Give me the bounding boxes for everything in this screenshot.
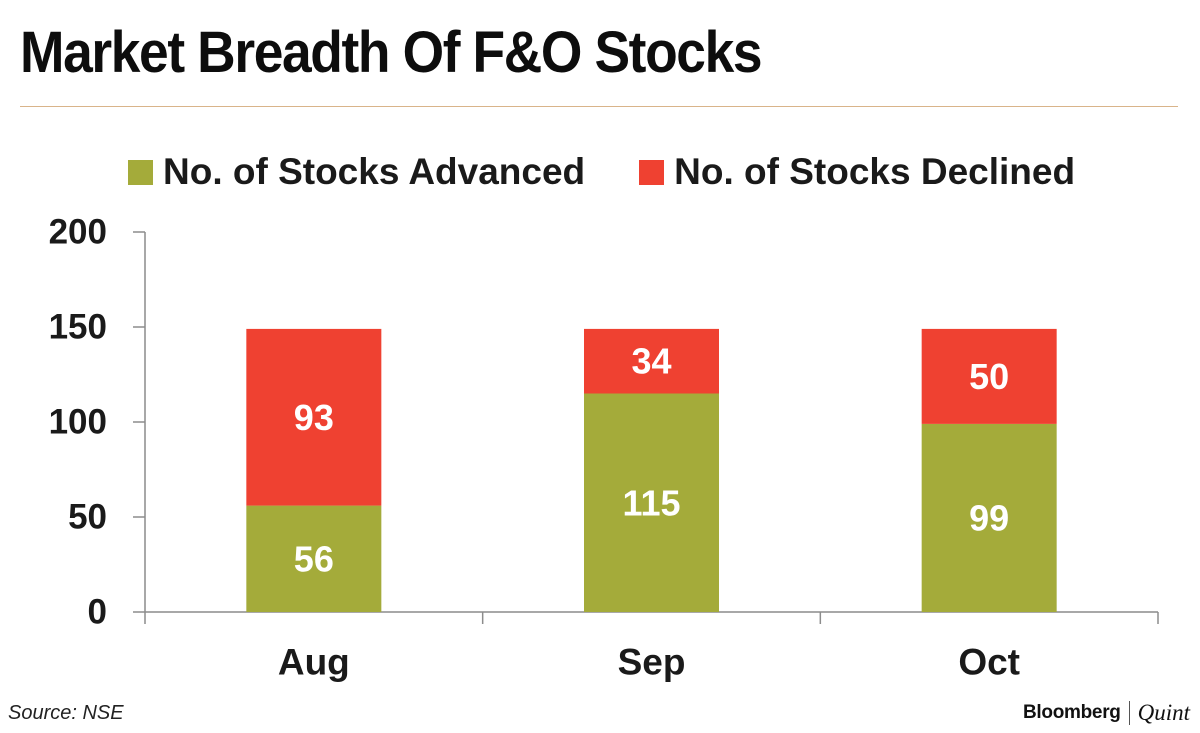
- data-label-advanced-oct: 99: [969, 497, 1009, 538]
- bar-declined-oct: [921, 328, 1057, 424]
- bar-declined-sep: [584, 328, 719, 394]
- chart-title: Market Breadth Of F&O Stocks: [20, 20, 763, 85]
- brand-bloomberg: Bloomberg: [1023, 702, 1121, 723]
- title-divider: [20, 106, 1178, 107]
- x-tick-label-sep: Sep: [618, 642, 686, 683]
- bar-advanced-aug: [246, 505, 382, 612]
- brand-logo: Bloomberg Quint: [1023, 700, 1190, 726]
- x-tick-label-oct: Oct: [958, 642, 1020, 683]
- source-note: Source: NSE: [8, 702, 124, 724]
- brand-quint: Quint: [1137, 700, 1190, 725]
- y-tick-label: 50: [68, 498, 107, 537]
- brand-separator: [1128, 701, 1130, 725]
- bar-advanced-sep: [584, 393, 719, 612]
- legend-label-declined: No. of Stocks Declined: [674, 151, 1076, 192]
- legend-swatch-advanced: [128, 159, 153, 185]
- legend-swatch-declined: [639, 159, 665, 185]
- legend: No. of Stocks Advanced No. of Stocks Dec…: [128, 142, 1075, 202]
- data-label-declined-aug: 93: [294, 397, 334, 438]
- y-tick-label: 0: [88, 593, 107, 632]
- data-label-declined-oct: 50: [969, 356, 1009, 397]
- y-tick-label: 200: [49, 213, 107, 252]
- data-label-advanced-sep: 115: [622, 482, 680, 523]
- bar-declined-aug: [246, 328, 382, 506]
- data-label-advanced-aug: 56: [294, 538, 334, 579]
- legend-item-declined: No. of Stocks Declined: [639, 151, 1075, 193]
- y-tick-label: 150: [49, 308, 107, 347]
- bar-advanced-oct: [921, 423, 1057, 612]
- data-label-declined-sep: 34: [631, 341, 671, 382]
- y-tick-label: 100: [49, 403, 107, 442]
- legend-item-advanced: No. of Stocks Advanced: [128, 151, 585, 193]
- legend-label-advanced: No. of Stocks Advanced: [163, 151, 586, 192]
- x-tick-label-aug: Aug: [278, 642, 350, 683]
